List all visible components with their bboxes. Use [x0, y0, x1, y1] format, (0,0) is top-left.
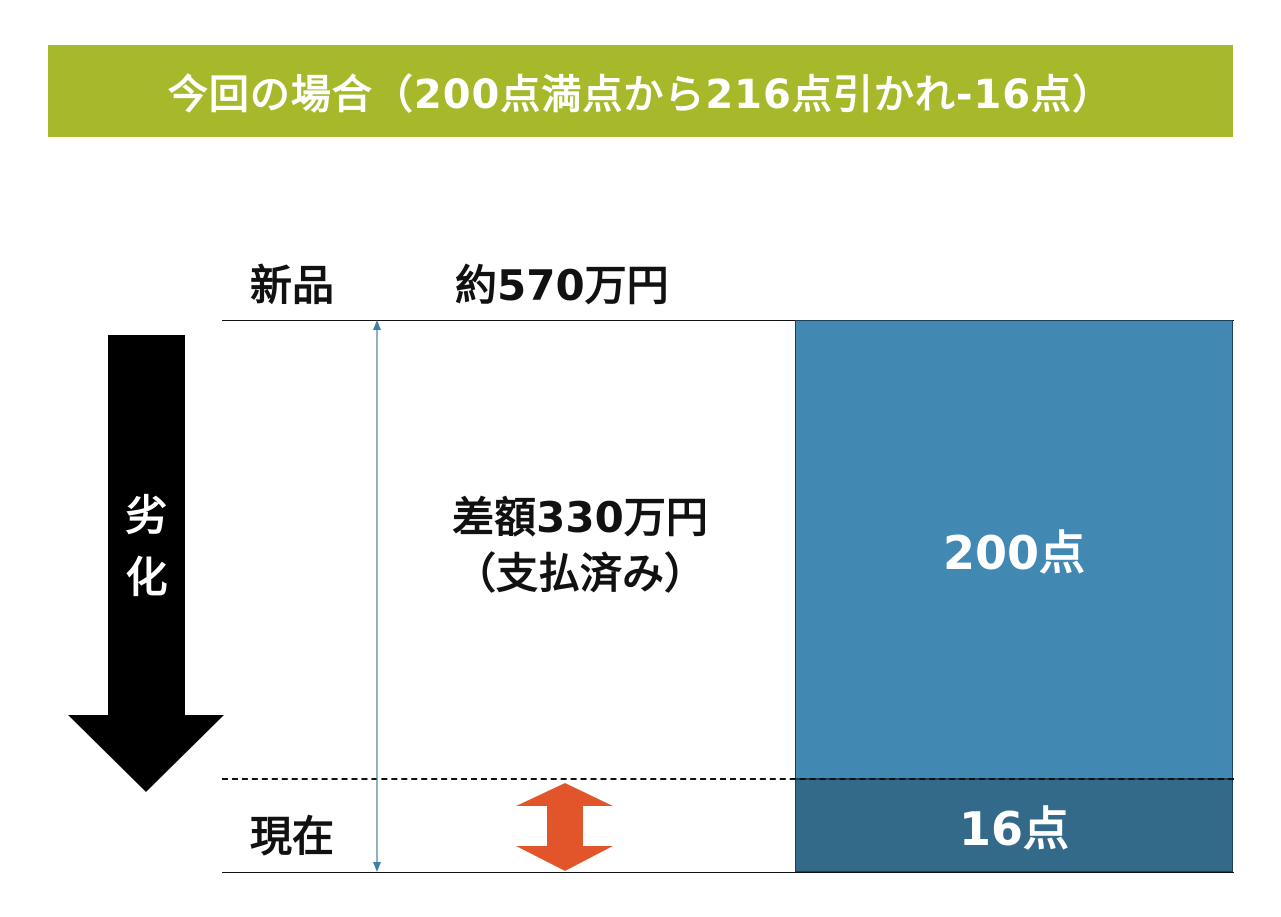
points-16-label: 16点: [958, 801, 1069, 856]
measure-arrow-icon: [373, 320, 381, 872]
new-baseline: [222, 320, 1234, 321]
deterioration-label: 劣 化: [108, 485, 185, 609]
current-baseline: [222, 872, 1234, 873]
difference-note: （支払済み）: [453, 549, 706, 598]
points-200-block: 200点: [795, 320, 1233, 779]
new-price: 約570万円: [455, 261, 669, 310]
current-label: 現在: [250, 812, 335, 861]
new-label: 新品: [250, 261, 335, 310]
difference-text: 差額330万円 （支払済み）: [380, 490, 780, 602]
deterioration-char-1: 劣: [125, 491, 168, 540]
page-title: 今回の場合（200点満点から216点引かれ-16点）: [48, 45, 1233, 137]
current-dashed-line: [222, 778, 1234, 780]
orange-double-arrow-icon: [516, 783, 613, 871]
difference-amount: 差額330万円: [452, 493, 708, 542]
points-200-label: 200点: [942, 525, 1086, 580]
down-arrow-icon: [68, 335, 224, 792]
points-16-block: 16点: [795, 779, 1233, 872]
deterioration-char-2: 化: [125, 553, 168, 602]
